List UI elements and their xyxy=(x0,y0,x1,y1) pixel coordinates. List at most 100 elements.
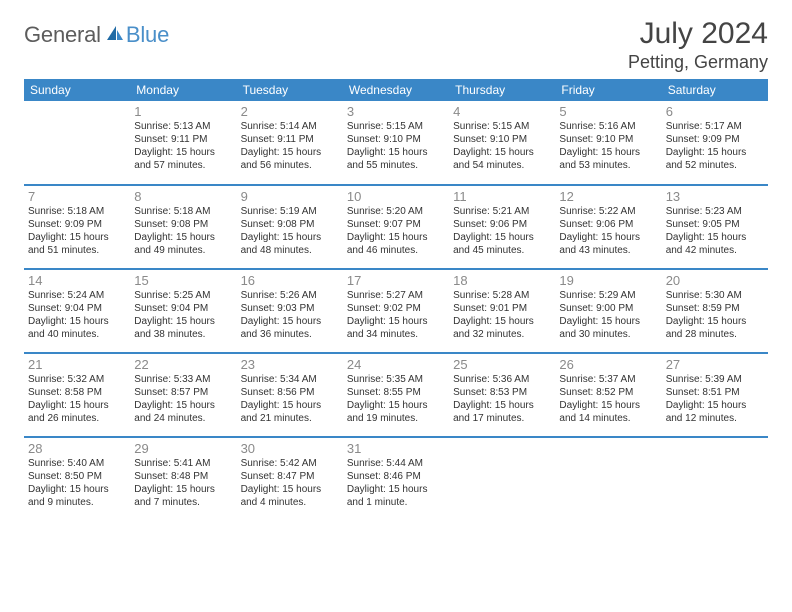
sunset-text: Sunset: 9:04 PM xyxy=(134,303,232,316)
sunset-text: Sunset: 9:03 PM xyxy=(241,303,339,316)
day-number: 11 xyxy=(453,189,551,206)
daylight-line1: Daylight: 15 hours xyxy=(28,232,126,245)
daylight-line1: Daylight: 15 hours xyxy=(453,147,551,160)
sunset-text: Sunset: 9:08 PM xyxy=(241,219,339,232)
day-info: Sunrise: 5:39 AMSunset: 8:51 PMDaylight:… xyxy=(666,374,764,425)
day-info: Sunrise: 5:35 AMSunset: 8:55 PMDaylight:… xyxy=(347,374,445,425)
sunset-text: Sunset: 9:10 PM xyxy=(453,134,551,147)
day-info: Sunrise: 5:24 AMSunset: 9:04 PMDaylight:… xyxy=(28,290,126,341)
calendar-cell: 19Sunrise: 5:29 AMSunset: 9:00 PMDayligh… xyxy=(555,269,661,353)
calendar-week-row: 21Sunrise: 5:32 AMSunset: 8:58 PMDayligh… xyxy=(24,353,768,437)
calendar-cell: 2Sunrise: 5:14 AMSunset: 9:11 PMDaylight… xyxy=(237,101,343,185)
day-number: 10 xyxy=(347,189,445,206)
calendar-cell: 31Sunrise: 5:44 AMSunset: 8:46 PMDayligh… xyxy=(343,437,449,521)
daylight-line2: and 46 minutes. xyxy=(347,245,445,258)
calendar-cell: 24Sunrise: 5:35 AMSunset: 8:55 PMDayligh… xyxy=(343,353,449,437)
day-number: 3 xyxy=(347,104,445,121)
sunset-text: Sunset: 8:56 PM xyxy=(241,387,339,400)
day-number: 25 xyxy=(453,357,551,374)
day-info: Sunrise: 5:17 AMSunset: 9:09 PMDaylight:… xyxy=(666,121,764,172)
day-number: 22 xyxy=(134,357,232,374)
day-info: Sunrise: 5:22 AMSunset: 9:06 PMDaylight:… xyxy=(559,206,657,257)
calendar-cell: 26Sunrise: 5:37 AMSunset: 8:52 PMDayligh… xyxy=(555,353,661,437)
day-number: 18 xyxy=(453,273,551,290)
sunrise-text: Sunrise: 5:23 AM xyxy=(666,206,764,219)
daylight-line2: and 19 minutes. xyxy=(347,413,445,426)
daylight-line1: Daylight: 15 hours xyxy=(28,400,126,413)
sunrise-text: Sunrise: 5:36 AM xyxy=(453,374,551,387)
sunset-text: Sunset: 8:50 PM xyxy=(28,471,126,484)
sunrise-text: Sunrise: 5:41 AM xyxy=(134,458,232,471)
day-number: 24 xyxy=(347,357,445,374)
day-number: 7 xyxy=(28,189,126,206)
calendar-cell: 17Sunrise: 5:27 AMSunset: 9:02 PMDayligh… xyxy=(343,269,449,353)
daylight-line1: Daylight: 15 hours xyxy=(666,232,764,245)
day-info: Sunrise: 5:27 AMSunset: 9:02 PMDaylight:… xyxy=(347,290,445,341)
sunrise-text: Sunrise: 5:27 AM xyxy=(347,290,445,303)
weekday-header: Saturday xyxy=(662,79,768,101)
day-info: Sunrise: 5:41 AMSunset: 8:48 PMDaylight:… xyxy=(134,458,232,509)
sunrise-text: Sunrise: 5:35 AM xyxy=(347,374,445,387)
sunrise-text: Sunrise: 5:22 AM xyxy=(559,206,657,219)
daylight-line2: and 30 minutes. xyxy=(559,329,657,342)
daylight-line2: and 49 minutes. xyxy=(134,245,232,258)
daylight-line1: Daylight: 15 hours xyxy=(347,147,445,160)
calendar-cell: 6Sunrise: 5:17 AMSunset: 9:09 PMDaylight… xyxy=(662,101,768,185)
daylight-line1: Daylight: 15 hours xyxy=(559,400,657,413)
calendar-cell: 12Sunrise: 5:22 AMSunset: 9:06 PMDayligh… xyxy=(555,185,661,269)
calendar-cell: 8Sunrise: 5:18 AMSunset: 9:08 PMDaylight… xyxy=(130,185,236,269)
calendar-cell: 25Sunrise: 5:36 AMSunset: 8:53 PMDayligh… xyxy=(449,353,555,437)
calendar-cell: 14Sunrise: 5:24 AMSunset: 9:04 PMDayligh… xyxy=(24,269,130,353)
calendar-cell: 22Sunrise: 5:33 AMSunset: 8:57 PMDayligh… xyxy=(130,353,236,437)
calendar-cell: 16Sunrise: 5:26 AMSunset: 9:03 PMDayligh… xyxy=(237,269,343,353)
day-info: Sunrise: 5:14 AMSunset: 9:11 PMDaylight:… xyxy=(241,121,339,172)
sunrise-text: Sunrise: 5:44 AM xyxy=(347,458,445,471)
sunset-text: Sunset: 9:11 PM xyxy=(241,134,339,147)
daylight-line1: Daylight: 15 hours xyxy=(28,484,126,497)
daylight-line2: and 28 minutes. xyxy=(666,329,764,342)
day-number: 28 xyxy=(28,441,126,458)
sunrise-text: Sunrise: 5:18 AM xyxy=(134,206,232,219)
daylight-line2: and 34 minutes. xyxy=(347,329,445,342)
calendar-cell: 13Sunrise: 5:23 AMSunset: 9:05 PMDayligh… xyxy=(662,185,768,269)
day-info: Sunrise: 5:18 AMSunset: 9:09 PMDaylight:… xyxy=(28,206,126,257)
sunset-text: Sunset: 9:00 PM xyxy=(559,303,657,316)
day-number: 27 xyxy=(666,357,764,374)
calendar-cell: 10Sunrise: 5:20 AMSunset: 9:07 PMDayligh… xyxy=(343,185,449,269)
sunrise-text: Sunrise: 5:32 AM xyxy=(28,374,126,387)
daylight-line2: and 24 minutes. xyxy=(134,413,232,426)
day-number: 14 xyxy=(28,273,126,290)
day-info: Sunrise: 5:18 AMSunset: 9:08 PMDaylight:… xyxy=(134,206,232,257)
sunset-text: Sunset: 8:58 PM xyxy=(28,387,126,400)
day-number: 20 xyxy=(666,273,764,290)
daylight-line1: Daylight: 15 hours xyxy=(347,316,445,329)
day-info: Sunrise: 5:42 AMSunset: 8:47 PMDaylight:… xyxy=(241,458,339,509)
calendar-cell: 28Sunrise: 5:40 AMSunset: 8:50 PMDayligh… xyxy=(24,437,130,521)
weekday-header: Tuesday xyxy=(237,79,343,101)
weekday-header: Monday xyxy=(130,79,236,101)
daylight-line2: and 32 minutes. xyxy=(453,329,551,342)
sunset-text: Sunset: 9:10 PM xyxy=(559,134,657,147)
sunset-text: Sunset: 8:51 PM xyxy=(666,387,764,400)
calendar-cell: 27Sunrise: 5:39 AMSunset: 8:51 PMDayligh… xyxy=(662,353,768,437)
day-number: 17 xyxy=(347,273,445,290)
weekday-header: Thursday xyxy=(449,79,555,101)
daylight-line1: Daylight: 15 hours xyxy=(559,316,657,329)
daylight-line2: and 12 minutes. xyxy=(666,413,764,426)
sunrise-text: Sunrise: 5:40 AM xyxy=(28,458,126,471)
calendar-cell: 7Sunrise: 5:18 AMSunset: 9:09 PMDaylight… xyxy=(24,185,130,269)
calendar-cell: 15Sunrise: 5:25 AMSunset: 9:04 PMDayligh… xyxy=(130,269,236,353)
daylight-line2: and 45 minutes. xyxy=(453,245,551,258)
calendar-page: General Blue July 2024 Petting, Germany … xyxy=(0,0,792,612)
daylight-line2: and 21 minutes. xyxy=(241,413,339,426)
daylight-line1: Daylight: 15 hours xyxy=(241,316,339,329)
daylight-line1: Daylight: 15 hours xyxy=(28,316,126,329)
daylight-line2: and 26 minutes. xyxy=(28,413,126,426)
calendar-cell: 9Sunrise: 5:19 AMSunset: 9:08 PMDaylight… xyxy=(237,185,343,269)
daylight-line1: Daylight: 15 hours xyxy=(241,147,339,160)
logo-sail-icon xyxy=(104,22,124,48)
sunset-text: Sunset: 9:06 PM xyxy=(559,219,657,232)
day-info: Sunrise: 5:15 AMSunset: 9:10 PMDaylight:… xyxy=(453,121,551,172)
daylight-line1: Daylight: 15 hours xyxy=(453,232,551,245)
calendar-cell: 1Sunrise: 5:13 AMSunset: 9:11 PMDaylight… xyxy=(130,101,236,185)
